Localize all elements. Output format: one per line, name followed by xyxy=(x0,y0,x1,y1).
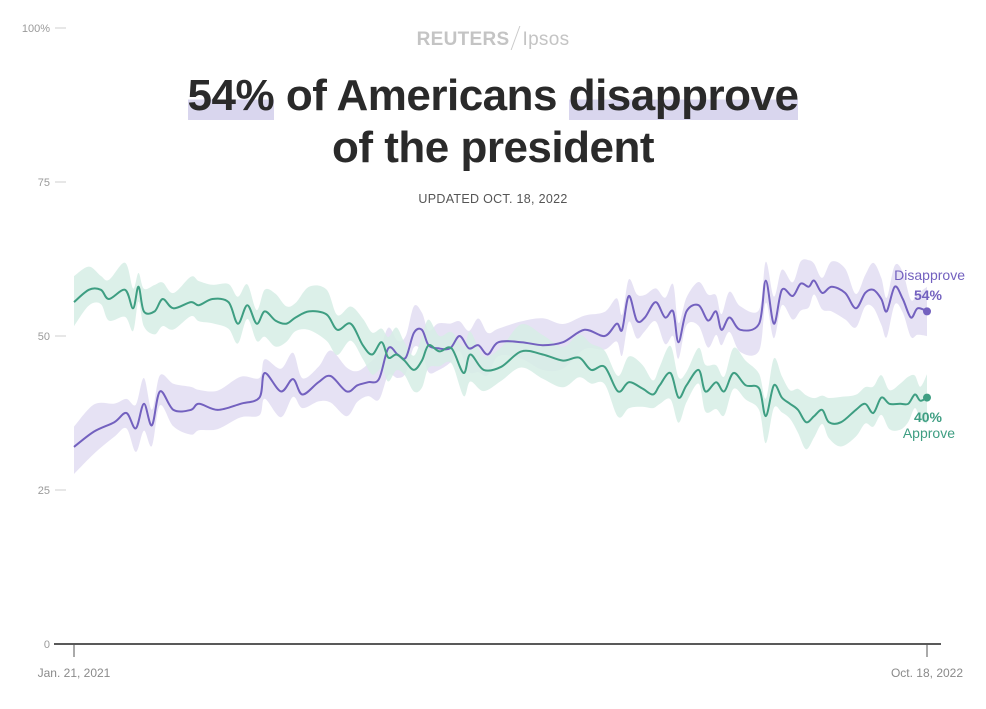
updated-date: UPDATED OCT. 18, 2022 xyxy=(418,192,568,206)
series-lines xyxy=(73,279,931,448)
approve-value: 40% xyxy=(914,409,943,425)
brand-reuters: REUTERS xyxy=(416,29,510,50)
line-disapprove xyxy=(73,279,928,448)
band-approve xyxy=(74,262,927,450)
y-tick-label-0: 100% xyxy=(22,23,50,35)
title-line-two: of the president xyxy=(331,123,655,172)
title-highlight-disapprove: disapprove xyxy=(568,71,799,120)
y-tick-label-3: 25 xyxy=(38,485,50,497)
x-tick-label-end: Oct. 18, 2022 xyxy=(891,666,963,680)
y-tick-label-1: 75 xyxy=(38,177,50,189)
y-tick-label-4: 0 xyxy=(44,639,50,651)
approve-label: Approve xyxy=(903,425,955,441)
brand-logo: REUTERS Ipsos xyxy=(0,26,986,51)
y-axis: 100% 75 50 25 0 xyxy=(22,23,66,651)
x-axis: Jan. 21, 2021 Oct. 18, 2022 xyxy=(38,643,963,680)
title-highlight-percent: 54% xyxy=(187,71,275,120)
line-approve xyxy=(73,285,928,425)
brand-ipsos: Ipsos xyxy=(522,29,570,50)
y-tick-label-2: 50 xyxy=(38,331,50,343)
end-labels: Disapprove 54% 40%Approve xyxy=(894,267,965,441)
title-middle-text: of Americans xyxy=(274,71,569,120)
chart-title: 54% of Americans disapprove of the presi… xyxy=(0,70,986,174)
end-dot-approve xyxy=(923,393,931,402)
disapprove-label: Disapprove xyxy=(894,267,965,283)
end-dot-disapprove xyxy=(923,307,931,316)
x-tick-label-start: Jan. 21, 2021 xyxy=(38,666,111,680)
disapprove-value: 54% xyxy=(914,287,943,303)
